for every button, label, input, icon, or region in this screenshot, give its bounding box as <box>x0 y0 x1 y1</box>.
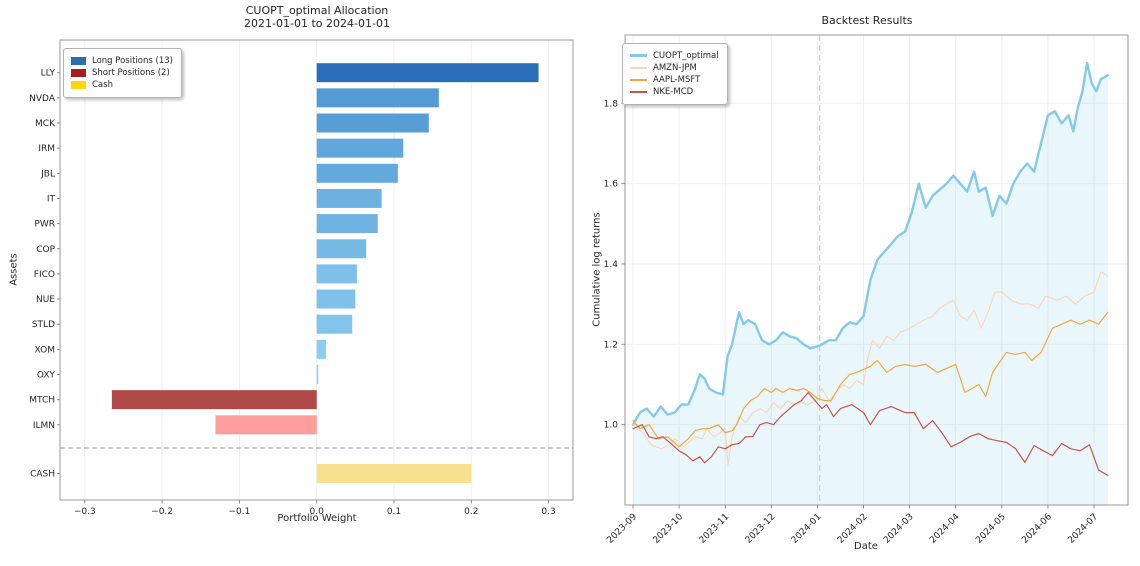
series-AAPL-MSFT <box>632 311 1109 448</box>
backtest-xlabel: Date <box>854 541 878 552</box>
xtick-label: 2024-01 <box>790 512 824 546</box>
ytick-label-ILMN: ILMN <box>33 421 55 431</box>
ytick-label-OXY: OXY <box>37 371 56 381</box>
legend-item-short-positions: Short Positions (2) <box>71 67 173 78</box>
backtest-chart: Backtest Results Cumulative log returns … <box>585 0 1140 566</box>
xtick-label: 2023-12 <box>744 512 778 546</box>
cash-swatch <box>71 80 86 89</box>
bar-NUE <box>316 289 356 309</box>
bar-OXY <box>316 365 319 384</box>
ytick-label-IRM: IRM <box>38 144 55 154</box>
ytick-label-STLD: STLD <box>32 320 55 330</box>
bar-PWR <box>316 214 378 234</box>
ytick-label: 1.8 <box>604 99 619 109</box>
legend-item-nke-mcd: NKE-MCD <box>630 86 719 97</box>
ytick-label-LLY: LLY <box>41 69 56 79</box>
cuopt-optimal-label: CUOPT_optimal <box>653 50 719 61</box>
bar-MCK <box>316 113 429 133</box>
legend-item-long-positions: Long Positions (13) <box>71 55 173 66</box>
ytick-label: 1.6 <box>604 180 619 190</box>
allocation-ylabel: Assets <box>8 253 20 286</box>
ytick-label-MTCH: MTCH <box>29 396 55 406</box>
xtick-label: 2023-09 <box>605 512 639 546</box>
ytick-label-XOM: XOM <box>35 345 55 355</box>
plot-frame <box>624 34 1129 506</box>
xtick-label: 2023-10 <box>652 512 686 546</box>
xtick-label: 2024-04 <box>928 512 962 546</box>
backtest-plot: 1.0 1.2 1.4 1.6 1.8 2023-09 2023-10 2023-11 2023… <box>604 34 1129 546</box>
bar-NVDA <box>316 88 439 108</box>
ytick-label-PWR: PWR <box>34 220 55 230</box>
ytick-label-COP: COP <box>36 245 55 255</box>
xtick-label: −0.1 <box>228 507 250 517</box>
legend-item-aapl-msft: AAPL-MSFT <box>630 74 719 85</box>
legend-item-cash: Cash <box>71 79 173 90</box>
backtest-legend: CUOPT_optimal AMZN-JPM AAPL-MSFT NKE-MCD <box>622 43 728 105</box>
xtick-label: 0.0 <box>310 507 325 517</box>
series-CUOPT_optimal <box>631 61 1109 426</box>
ytick-label-MCK: MCK <box>35 119 56 129</box>
xtick-label: 2024-06 <box>1020 512 1054 546</box>
allocation-title-line1: CUOPT_optimal Allocation <box>245 4 389 17</box>
bar-CASH <box>316 464 472 483</box>
series-NKE-MCD <box>632 391 1109 476</box>
legend-item-amzn-jpm: AMZN-JPM <box>630 62 719 73</box>
allocation-chart: CUOPT_optimal Allocation 2021-01-01 to 2… <box>8 4 574 524</box>
short-positions-swatch <box>71 68 86 77</box>
ytick-label-NUE: NUE <box>36 295 55 305</box>
aapl-msft-label: AAPL-MSFT <box>653 74 701 85</box>
xtick-label: 2024-07 <box>1066 512 1100 546</box>
cuopt-optimal-line-swatch <box>630 54 647 58</box>
legend-item-cuopt-optimal: CUOPT_optimal <box>630 50 719 61</box>
ytick-label: 1.0 <box>604 421 619 431</box>
allocation-plot: LLY NVDA MCK IRM JBL IT PWR COP FICO NUE STLD XOM OX… <box>29 39 574 517</box>
nke-mcd-line-swatch <box>630 90 647 93</box>
series-AMZN-JPM <box>632 271 1109 466</box>
ytick-label-FICO: FICO <box>34 270 55 280</box>
ytick-label-NVDA: NVDA <box>29 94 56 104</box>
backtest-ylabel: Cumulative log returns <box>591 212 603 327</box>
xtick-label: 0.2 <box>464 507 478 517</box>
long-positions-swatch <box>71 56 86 65</box>
xtick-label: 2023-11 <box>698 512 732 546</box>
bar-LLY <box>316 63 539 83</box>
xtick-label: −0.3 <box>74 507 96 517</box>
amzn-jpm-label: AMZN-JPM <box>653 62 697 73</box>
bar-COP <box>316 239 367 259</box>
aapl-msft-line-swatch <box>630 78 647 81</box>
ytick-label-IT: IT <box>47 194 56 204</box>
backtest-chart-title: Backtest Results <box>821 14 913 27</box>
allocation-legend: Long Positions (13) Short Positions (2) … <box>63 48 182 98</box>
allocation-title-line2: 2021-01-01 to 2024-01-01 <box>244 17 390 31</box>
bar-STLD <box>316 314 353 334</box>
ytick-label: 1.2 <box>604 340 618 350</box>
bar-FICO <box>316 264 357 284</box>
xtick-label: −0.2 <box>151 507 173 517</box>
bar-ILMN <box>215 415 317 435</box>
allocation-chart-title: CUOPT_optimal Allocation 2021-01-01 to 2… <box>244 4 390 31</box>
xtick-label: 0.3 <box>541 507 555 517</box>
bar-JBL <box>316 163 398 183</box>
bar-XOM <box>316 339 326 359</box>
xtick-label: 0.1 <box>387 507 401 517</box>
ytick-label: 1.4 <box>604 260 619 270</box>
bar-IRM <box>316 138 404 158</box>
cash-label: Cash <box>92 79 113 90</box>
allocation-xlabel: Portfolio Weight <box>277 513 357 524</box>
xtick-label: 2024-05 <box>974 512 1008 546</box>
short-positions-label: Short Positions (2) <box>92 67 170 78</box>
bar-MTCH <box>111 390 317 410</box>
ytick-label-CASH: CASH <box>30 470 55 480</box>
long-positions-label: Long Positions (13) <box>92 55 173 66</box>
ytick-label-JBL: JBL <box>40 169 55 179</box>
xtick-label: 2024-03 <box>882 512 916 546</box>
nke-mcd-label: NKE-MCD <box>653 86 694 97</box>
amzn-jpm-line-swatch <box>630 66 647 69</box>
bar-IT <box>316 188 382 208</box>
